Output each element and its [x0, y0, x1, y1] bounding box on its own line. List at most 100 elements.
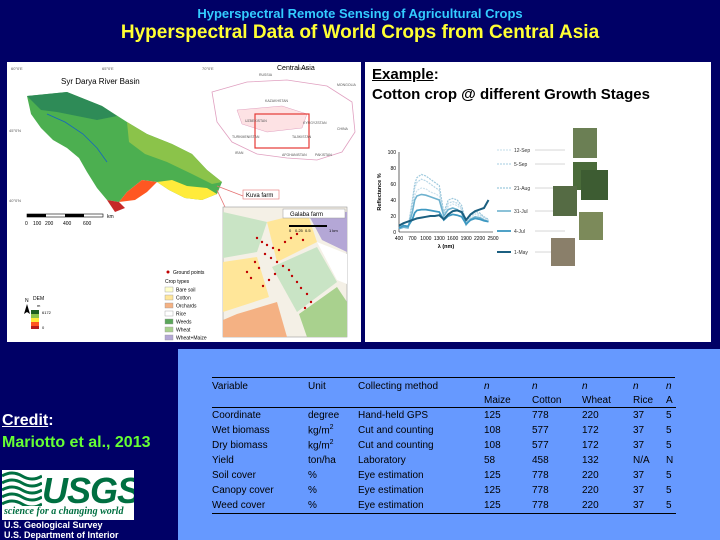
- table-cell: 37: [633, 485, 645, 496]
- table-cell: 125: [484, 410, 501, 421]
- svg-text:1 km: 1 km: [329, 228, 338, 233]
- table-cell: 125: [484, 470, 501, 481]
- chart-lines: [398, 173, 490, 230]
- table-cell: 5: [666, 425, 672, 436]
- table-cell: 172: [582, 425, 599, 436]
- usgs-agency: U.S. Geological Survey: [4, 520, 103, 530]
- country-label: TAJIKISTAN: [292, 135, 312, 139]
- table-cell: Laboratory: [358, 455, 406, 466]
- table-row: Canopy cover% Eye estimation 125 778 220 37 5: [212, 483, 676, 498]
- series-line-5-sep: [398, 178, 489, 229]
- dem-legend: DEM m 6172 0 N: [24, 296, 52, 330]
- table-cell: 58: [484, 455, 496, 466]
- table-header-cell: n: [633, 380, 639, 392]
- legend-label: 31-Jul: [514, 209, 528, 215]
- legend-swatch: [164, 318, 174, 325]
- table-cell: %: [308, 498, 358, 514]
- example-panel: Example: Cotton crop @ different Growth …: [365, 62, 711, 342]
- table-top-rule: [212, 377, 675, 378]
- country-label: PAKISTAN: [315, 153, 332, 157]
- table-cell: %: [308, 485, 317, 496]
- svg-text:0.5: 0.5: [305, 228, 311, 233]
- table-header-cell: Collecting method: [358, 380, 439, 392]
- table-header-cell: n: [484, 380, 490, 392]
- crop-photo-thumbnail: [553, 186, 577, 216]
- legend-label: 5-Sep: [514, 162, 528, 168]
- country-label: RUSSIA: [259, 73, 273, 77]
- svg-text:400: 400: [63, 221, 72, 227]
- usgs-logo: USGS science for a changing world: [2, 470, 134, 520]
- table-header-cell: n: [532, 380, 538, 392]
- table-row: Wet biomass kg/m2 Cut and counting 108 577 17…: [212, 423, 676, 438]
- table-row: Coordinate degree Hand-held GPS 125 778 220 37…: [212, 408, 676, 424]
- y-tick-label: 80: [390, 166, 396, 172]
- table-cell: 37: [633, 470, 645, 481]
- table-header-cell: Maize: [484, 393, 532, 408]
- usgs-wordmark: USGS: [42, 470, 134, 511]
- x-axis-label: λ (nm): [438, 244, 455, 250]
- table-header-cell: Wheat: [582, 393, 633, 408]
- table-cell: 5: [666, 498, 676, 514]
- x-tick-label: 2200: [474, 236, 485, 242]
- crop-photo-thumbnail: [551, 238, 575, 266]
- table-cell: 220: [582, 485, 599, 496]
- coord-label: 65°0'E: [102, 66, 114, 71]
- legend-swatch: [164, 326, 174, 333]
- table-header-row: Variable Unit Collecting method n n n n …: [212, 379, 676, 393]
- slide-subtitle: Hyperspectral Remote Sensing of Agricult…: [197, 6, 523, 21]
- table-cell: 37: [633, 498, 666, 514]
- svg-text:0: 0: [25, 221, 28, 227]
- x-tick-label: 1300: [434, 236, 445, 242]
- galaba-farm-label: Galaba farm: [290, 212, 323, 218]
- table-cell: 125: [484, 485, 501, 496]
- table-header-cell: [212, 393, 308, 408]
- coord-label: 75°0'E: [297, 66, 309, 71]
- central-asia-inset: Central Asia RUSSIA MONGOLIA KAZAKHSTAN …: [211, 65, 357, 161]
- north-arrow: N: [25, 298, 29, 304]
- table-cell: Canopy cover: [212, 485, 274, 496]
- table-cell: 5: [666, 470, 672, 481]
- legend-item-label: Orchards: [176, 304, 197, 310]
- table-cell: 5: [666, 440, 672, 451]
- x-tick-label: 1000: [420, 236, 431, 242]
- table-header-cell: Cotton: [532, 393, 582, 408]
- table-header-cell: Unit: [308, 380, 326, 392]
- y-tick-label: 20: [390, 214, 396, 220]
- table-cell: N: [666, 455, 674, 466]
- country-label: AFGHANISTAN: [282, 153, 307, 157]
- scale-bar: km 0 100 200 400 600: [25, 213, 114, 227]
- table-cell: Soil cover: [212, 470, 256, 481]
- x-tick-label: 2500: [487, 236, 498, 242]
- table-cell: 577: [532, 425, 549, 436]
- photo-thumbnails: [551, 128, 608, 266]
- coord-label: 40°0'N: [9, 198, 21, 203]
- country-label: UZBEKISTAN: [245, 119, 267, 123]
- study-area-map: 60°0'E 65°0'E 70°0'E 75°0'E 45°0'N 40°0'…: [9, 65, 357, 342]
- svg-text:Crop types: Crop types: [165, 279, 190, 285]
- coord-label: 45°0'N: [9, 128, 21, 133]
- syr-darya-basin: [27, 92, 222, 212]
- table-cell: Cut and counting: [358, 440, 434, 451]
- x-tick-label: 400: [395, 236, 404, 242]
- series-line-21-aug: [398, 173, 489, 230]
- legend-item-label: Wheat+Maize: [176, 336, 207, 342]
- table-cell: Coordinate: [212, 410, 261, 421]
- galaba-farm-map: Galaba farm 0 0.25 0.5 1 km: [222, 206, 348, 338]
- legend-item-label: Weeds: [176, 320, 192, 326]
- table-cell: 220: [582, 470, 599, 481]
- table-header-cell: Rice: [633, 393, 666, 408]
- usgs-department: U.S. Department of Interior: [4, 530, 119, 540]
- legend-swatch: [164, 310, 174, 317]
- legend-item-label: Wheat: [176, 328, 191, 334]
- table-cell: 37: [633, 425, 645, 436]
- table-header-cell: [358, 393, 484, 408]
- legend-item-label: Rice: [176, 312, 186, 318]
- legend-swatch: [164, 294, 174, 301]
- table-cell: 458: [532, 455, 549, 466]
- table-header-cell: n: [666, 380, 672, 392]
- table-cell: kg/m2: [308, 424, 334, 437]
- table-row: Soil cover% Eye estimation 125 778 220 37 5: [212, 468, 676, 483]
- y-tick-label: 100: [388, 150, 397, 156]
- table-cell: Hand-held GPS: [358, 410, 429, 421]
- table-cell: 5: [666, 485, 672, 496]
